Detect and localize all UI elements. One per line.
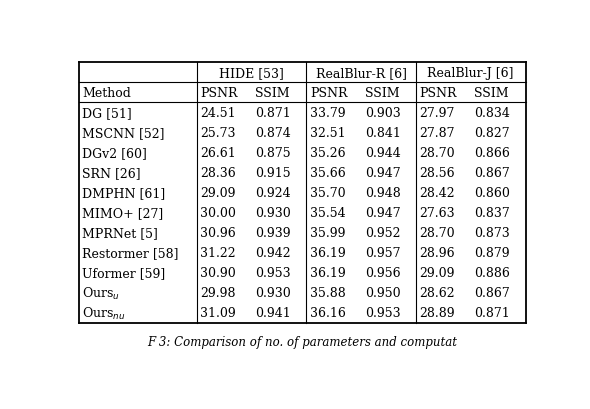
Text: 0.886: 0.886 [474,267,510,280]
Text: 35.54: 35.54 [310,207,346,220]
Text: 0.871: 0.871 [255,107,291,120]
Text: 0.953: 0.953 [365,307,401,319]
Text: 0.827: 0.827 [474,127,510,140]
Text: 30.96: 30.96 [201,227,236,240]
Text: 29.98: 29.98 [201,287,236,299]
Text: PSNR: PSNR [310,87,348,100]
Text: 0.841: 0.841 [365,127,401,140]
Text: 0.924: 0.924 [255,187,291,200]
Text: 0.950: 0.950 [365,287,401,299]
Text: 28.42: 28.42 [419,187,455,200]
Text: 0.860: 0.860 [474,187,510,200]
Text: MPRNet [5]: MPRNet [5] [82,227,158,240]
Text: 0.941: 0.941 [255,307,291,319]
Text: 0.944: 0.944 [365,147,401,160]
Text: MSCNN [52]: MSCNN [52] [82,127,165,140]
Text: 28.62: 28.62 [419,287,455,299]
Text: 28.89: 28.89 [419,307,455,319]
Text: 0.879: 0.879 [474,247,510,260]
Text: 0.867: 0.867 [474,167,510,180]
Text: 0.956: 0.956 [365,267,401,280]
Text: DMPHN [61]: DMPHN [61] [82,187,165,200]
Text: 0.875: 0.875 [255,147,291,160]
Text: DGv2 [60]: DGv2 [60] [82,147,147,160]
Text: SSIM: SSIM [365,87,399,100]
Text: 0.930: 0.930 [255,287,291,299]
Text: 0.947: 0.947 [365,207,401,220]
Text: 30.00: 30.00 [201,207,236,220]
Text: 0.957: 0.957 [365,247,400,260]
Text: 26.61: 26.61 [201,147,236,160]
Text: 0.942: 0.942 [255,247,291,260]
Text: 0.867: 0.867 [474,287,510,299]
Text: 35.66: 35.66 [310,167,346,180]
Text: 0.952: 0.952 [365,227,400,240]
Text: 28.70: 28.70 [419,227,455,240]
Text: 27.97: 27.97 [419,107,455,120]
Text: 25.73: 25.73 [201,127,236,140]
Text: Method: Method [82,87,131,100]
Text: 35.26: 35.26 [310,147,346,160]
Text: 29.09: 29.09 [419,267,455,280]
Text: 24.51: 24.51 [201,107,236,120]
Text: 32.51: 32.51 [310,127,346,140]
Text: 31.09: 31.09 [201,307,236,319]
Text: Uformer [59]: Uformer [59] [82,267,165,280]
Text: HIDE [53]: HIDE [53] [219,67,284,80]
Text: DG [51]: DG [51] [82,107,132,120]
Text: 28.36: 28.36 [201,167,236,180]
Text: 35.99: 35.99 [310,227,346,240]
Text: RealBlur-J [6]: RealBlur-J [6] [428,67,514,80]
Text: RealBlur-R [6]: RealBlur-R [6] [316,67,407,80]
Text: 0.866: 0.866 [474,147,510,160]
Text: 36.19: 36.19 [310,267,346,280]
Text: 0.873: 0.873 [474,227,510,240]
Text: SRN [26]: SRN [26] [82,167,140,180]
Text: PSNR: PSNR [419,87,457,100]
Text: 0.930: 0.930 [255,207,291,220]
Text: Ours$_u$: Ours$_u$ [82,285,120,301]
Text: 0.915: 0.915 [255,167,291,180]
Text: SSIM: SSIM [474,87,509,100]
Text: PSNR: PSNR [201,87,238,100]
Text: 0.948: 0.948 [365,187,401,200]
Text: 36.19: 36.19 [310,247,346,260]
Text: 28.96: 28.96 [419,247,455,260]
Text: 36.16: 36.16 [310,307,346,319]
Text: MIMO+ [27]: MIMO+ [27] [82,207,163,220]
Text: 0.903: 0.903 [365,107,401,120]
Text: 28.70: 28.70 [419,147,455,160]
Text: 35.70: 35.70 [310,187,346,200]
Text: 31.22: 31.22 [201,247,236,260]
Text: 0.871: 0.871 [474,307,510,319]
Text: 28.56: 28.56 [419,167,455,180]
Text: 0.874: 0.874 [255,127,291,140]
Text: 35.88: 35.88 [310,287,346,299]
Text: 27.63: 27.63 [419,207,455,220]
Text: F 3: Comparison of no. of parameters and computat: F 3: Comparison of no. of parameters and… [148,335,457,348]
Text: 33.79: 33.79 [310,107,346,120]
Text: 27.87: 27.87 [419,127,455,140]
Text: 29.09: 29.09 [201,187,236,200]
Text: 0.947: 0.947 [365,167,401,180]
Text: 0.834: 0.834 [474,107,510,120]
Text: 0.953: 0.953 [255,267,291,280]
Text: 30.90: 30.90 [201,267,236,280]
Text: 0.837: 0.837 [474,207,510,220]
Text: 0.939: 0.939 [255,227,291,240]
Text: Restormer [58]: Restormer [58] [82,247,179,260]
Text: SSIM: SSIM [255,87,290,100]
Text: Ours$_{nu}$: Ours$_{nu}$ [82,305,126,321]
